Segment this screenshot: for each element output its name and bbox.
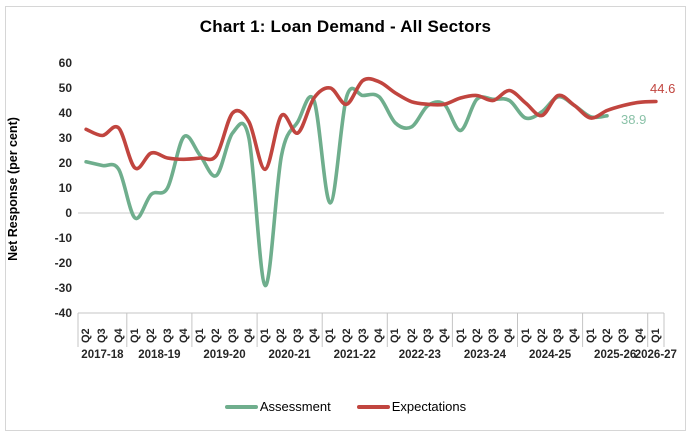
x-quarter-label: Q3 [161, 328, 174, 343]
x-quarter-label: Q4 [568, 328, 581, 343]
x-quarter-label: Q4 [438, 328, 451, 343]
legend-label-assessment: Assessment [259, 399, 331, 414]
assessment-line-swatch [224, 404, 258, 409]
x-quarter-label: Q2 [405, 328, 418, 343]
x-quarter-label: Q3 [421, 328, 434, 343]
y-tick-label: -10 [54, 231, 72, 245]
y-tick-label: -20 [54, 256, 72, 270]
assessment-end-label: 38.9 [621, 112, 647, 127]
x-quarter-label: Q3 [356, 328, 369, 343]
x-year-label: 2026-27 [634, 349, 677, 361]
x-quarter-label: Q1 [324, 328, 337, 343]
y-tick-label: 20 [58, 156, 72, 170]
x-year-label: 2020-21 [268, 349, 311, 361]
x-quarter-label: Q1 [259, 328, 272, 343]
x-year-label: 2024-25 [528, 349, 572, 361]
chart-title: Chart 1: Loan Demand - All Sectors [199, 17, 492, 36]
x-quarter-label: Q2 [145, 328, 158, 343]
legend: Assessment Expectations [0, 399, 691, 414]
x-quarter-label: Q3 [617, 328, 630, 343]
y-tick-label: 60 [58, 56, 72, 70]
x-quarter-label: Q2 [601, 328, 614, 343]
x-quarter-label: Q1 [584, 328, 597, 343]
y-tick-label: -30 [54, 281, 72, 295]
x-quarter-label: Q4 [177, 328, 190, 343]
x-quarter-label: Q2 [535, 328, 548, 343]
y-tick-label: 10 [58, 181, 72, 195]
y-tick-label: -40 [54, 306, 72, 320]
chart-border [5, 6, 686, 431]
x-quarter-label: Q2 [340, 328, 353, 343]
x-quarter-label: Q2 [210, 328, 223, 343]
y-tick-label: 40 [58, 106, 72, 120]
x-quarter-label: Q2 [470, 328, 483, 343]
legend-item-assessment: Assessment [224, 399, 331, 414]
x-quarter-label: Q1 [519, 328, 532, 343]
x-quarter-label: Q2 [275, 328, 288, 343]
x-quarter-label: Q3 [291, 328, 304, 343]
x-quarter-label: Q4 [633, 328, 646, 343]
x-year-label: 2018-19 [138, 349, 181, 361]
x-quarter-label: Q1 [649, 328, 662, 343]
x-year-label: 2021-22 [333, 349, 376, 361]
x-year-label: 2019-20 [203, 349, 246, 361]
x-year-label: 2025-26 [594, 349, 637, 361]
x-quarter-label: Q4 [112, 328, 125, 343]
legend-label-expectations: Expectations [391, 399, 467, 414]
x-quarter-label: Q3 [226, 328, 239, 343]
x-quarter-label: Q1 [454, 328, 467, 343]
y-tick-label: 50 [58, 81, 72, 95]
x-year-label: 2023-24 [463, 349, 507, 361]
y-tick-label: 30 [58, 131, 72, 145]
x-quarter-label: Q4 [503, 328, 516, 343]
x-quarter-label: Q3 [487, 328, 500, 343]
legend-item-expectations: Expectations [356, 399, 467, 414]
expectations-line-swatch [356, 404, 390, 409]
x-quarter-label: Q3 [96, 328, 109, 343]
y-tick-label: 0 [65, 206, 72, 220]
x-quarter-label: Q4 [373, 328, 386, 343]
x-quarter-label: Q1 [194, 328, 207, 343]
x-quarter-label: Q3 [552, 328, 565, 343]
x-quarter-label: Q4 [308, 328, 321, 343]
x-year-label: 2022-23 [398, 349, 441, 361]
x-quarter-label: Q4 [242, 328, 255, 343]
x-year-label: 2017-18 [81, 349, 124, 361]
x-quarter-label: Q1 [128, 328, 141, 343]
expectations-end-label: 44.6 [650, 81, 676, 96]
x-quarter-label: Q2 [80, 328, 93, 343]
x-quarter-label: Q1 [389, 328, 402, 343]
